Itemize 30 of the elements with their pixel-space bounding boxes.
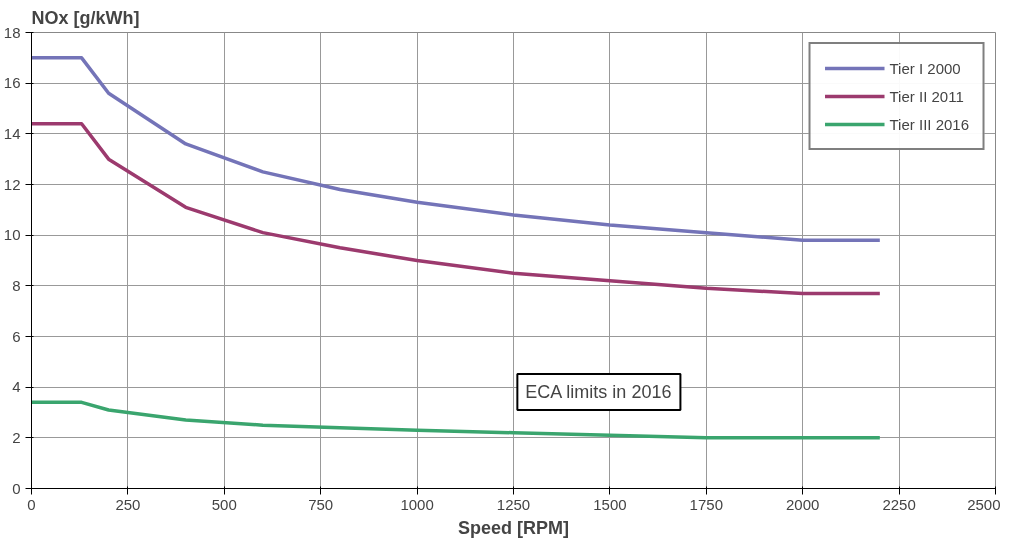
legend-label: Tier I 2000	[889, 59, 961, 77]
legend-label: Tier III 2016	[889, 115, 969, 133]
y-tick-label: 6	[12, 327, 21, 345]
y-tick-label: 2	[12, 428, 21, 446]
line-series	[31, 56, 882, 242]
y-tick-label: 10	[3, 226, 21, 244]
x-tick-label: 2500	[967, 495, 1001, 513]
annotation: ECA limits in 2016	[525, 381, 672, 402]
x-tick-label: 0	[27, 495, 36, 513]
y-tick-label: 16	[3, 74, 21, 92]
y-tick-label: 14	[3, 124, 21, 142]
x-tick-label: 500	[211, 495, 237, 513]
x-tick-label: 2000	[786, 495, 820, 513]
x-tick-label: 750	[308, 495, 334, 513]
y-tick-label: 4	[12, 378, 21, 396]
y-tick-label: 0	[12, 479, 21, 497]
line-series	[31, 121, 882, 296]
x-tick-label: 1000	[400, 495, 434, 513]
y-axis-title: NOx [g/kWh]	[31, 7, 140, 28]
x-tick-label: 250	[115, 495, 141, 513]
x-tick-label: 2250	[882, 495, 916, 513]
x-tick-label: 1500	[593, 495, 627, 513]
line-series	[31, 400, 882, 440]
x-axis-title: Speed [RPM]	[458, 517, 570, 538]
y-tick-label: 12	[3, 175, 21, 193]
x-tick-label: 1750	[689, 495, 723, 513]
y-tick-label: 8	[12, 276, 21, 294]
legend-label: Tier II 2011	[889, 87, 964, 105]
x-tick-label: 1250	[496, 495, 531, 513]
y-tick-label: 18	[3, 23, 21, 41]
